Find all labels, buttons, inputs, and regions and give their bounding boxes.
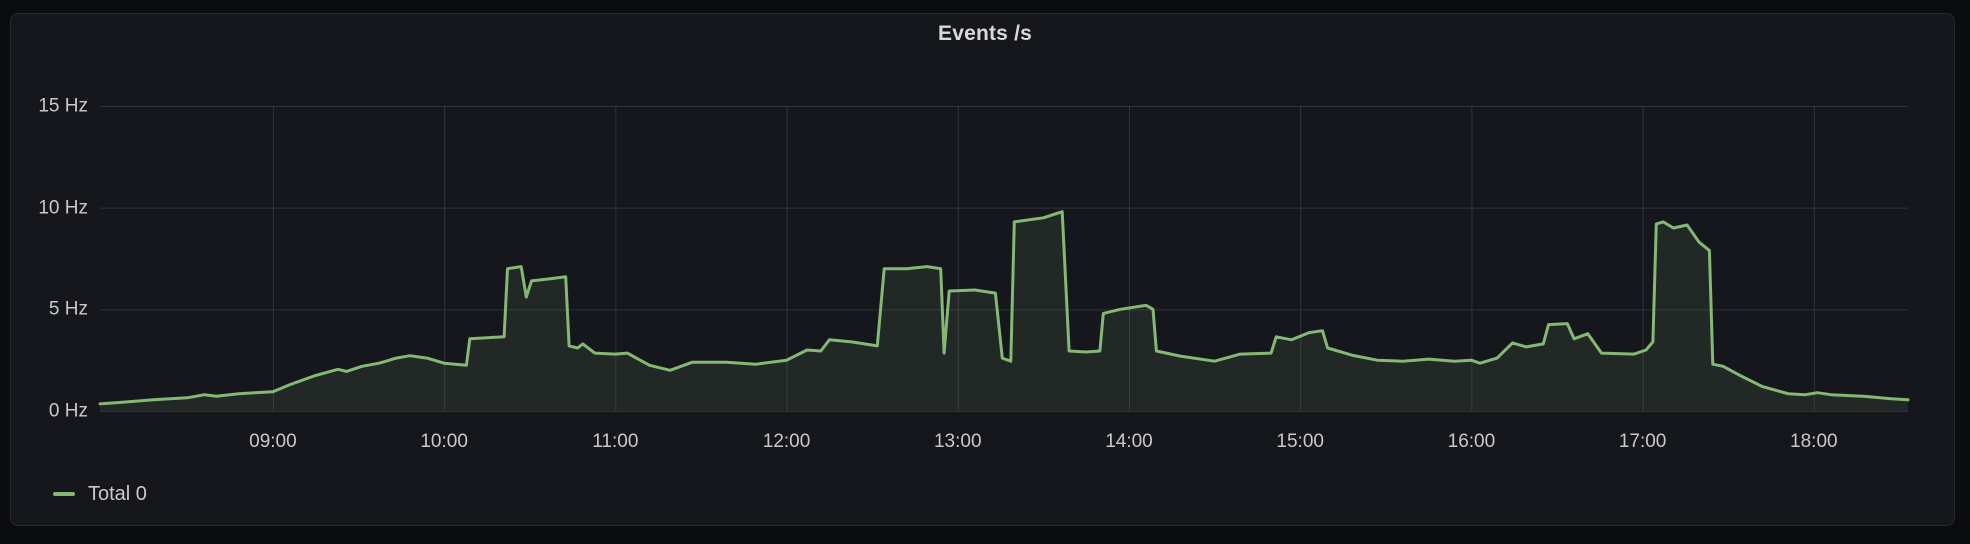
x-axis-tick-label: 16:00 [1447,431,1496,452]
x-axis-tick-label: 17:00 [1618,431,1667,452]
y-axis-tick-label: 0 Hz [48,400,88,422]
y-axis-tick-label: 5 Hz [48,298,88,320]
series-line [98,210,1910,406]
legend-label: Total 0 [88,483,147,505]
series-area-fill [100,211,1908,411]
x-axis-tick-label: 11:00 [592,431,639,452]
x-axis-tick-label: 15:00 [1276,431,1324,452]
x-axis-tick-label: 09:00 [249,431,297,452]
x-axis-tick-label: 10:00 [420,431,468,452]
grafana-panel [10,13,1955,526]
y-axis-tick-label: 15 Hz [38,95,88,117]
x-axis-tick-label: 13:00 [933,431,982,452]
legend-item-total[interactable]: Total 0 [53,483,147,505]
y-axis-tick-label: 10 Hz [38,197,88,219]
x-axis-tick-label: 14:00 [1105,431,1153,452]
series-color-dash-icon [53,492,75,496]
x-axis-tick-label: 12:00 [762,431,811,452]
x-axis-tick-label: 18:00 [1790,431,1838,452]
panel-title: Events /s [937,22,1032,45]
